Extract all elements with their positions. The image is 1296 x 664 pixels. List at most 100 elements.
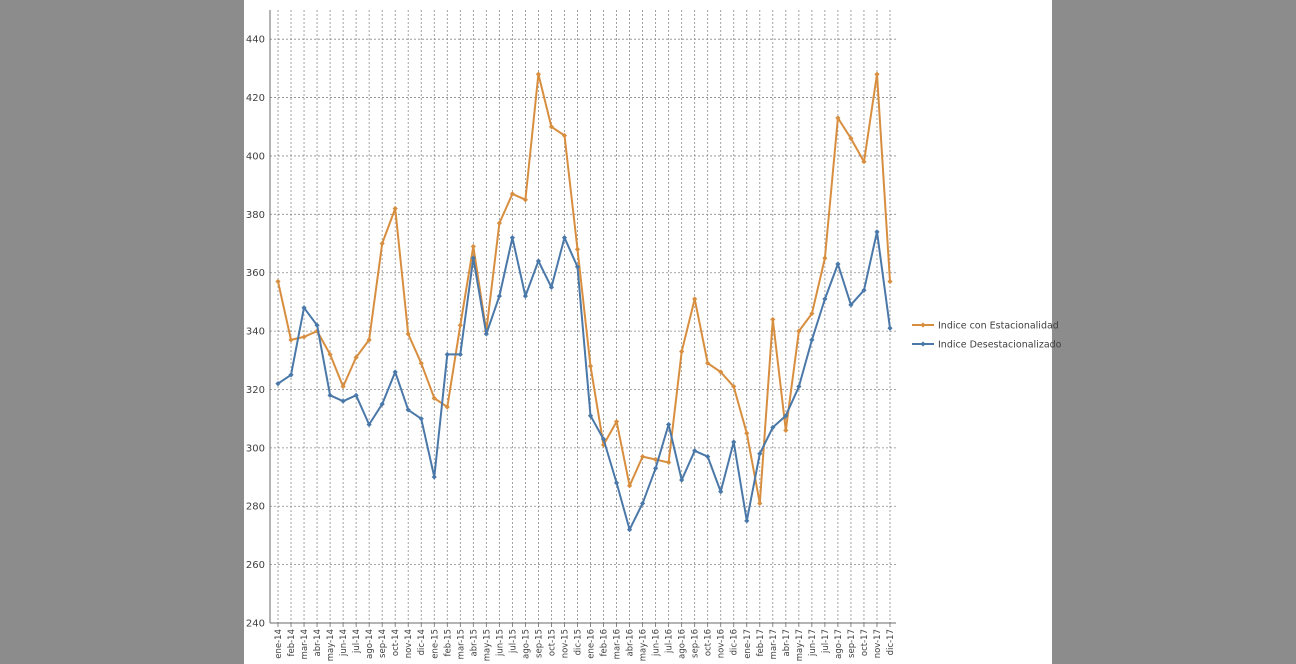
series-1-point <box>496 220 502 226</box>
series-1-point <box>731 383 737 390</box>
series-1-point <box>327 351 333 358</box>
x-tick-label: ene-16 <box>587 629 597 659</box>
series-1-point <box>288 337 294 343</box>
y-tick-label: 320 <box>246 385 265 396</box>
series-1-point <box>301 334 307 340</box>
series-1-point <box>340 383 346 390</box>
series-1-point <box>848 135 854 142</box>
y-tick-label: 300 <box>246 443 265 454</box>
x-tick-label: sep-17 <box>847 629 857 658</box>
series-2-point <box>379 401 385 407</box>
series-2-point <box>522 293 529 299</box>
x-tick-label: mar-14 <box>300 629 310 659</box>
series-1-point <box>418 360 424 366</box>
series-1-point <box>275 278 281 285</box>
x-tick-label: feb-16 <box>600 629 610 657</box>
series-2-point <box>679 477 685 483</box>
y-tick-label: 280 <box>246 502 265 513</box>
series-2-point <box>835 261 841 267</box>
series-1-point <box>314 328 320 334</box>
x-tick-label: jul-14 <box>352 629 362 654</box>
series-2-point <box>340 398 346 404</box>
series-2-point <box>275 381 281 387</box>
series-1-point <box>770 316 776 323</box>
y-tick-label: 420 <box>246 93 265 104</box>
series-2-point <box>431 474 437 480</box>
series-1-point <box>522 197 529 203</box>
x-tick-label: mar-16 <box>613 629 623 659</box>
x-tick-label: may-16 <box>639 629 649 661</box>
x-tick-label: oct-14 <box>391 629 401 656</box>
series-1-point <box>457 322 463 328</box>
series-1-point <box>353 354 359 360</box>
chart-panel <box>244 0 1052 664</box>
series-1-point <box>744 430 750 436</box>
x-tick-label: sep-15 <box>534 629 544 658</box>
y-tick-label: 380 <box>246 210 265 221</box>
series-2-point <box>718 489 724 495</box>
y-tick-label: 240 <box>246 619 265 630</box>
series-1-point <box>379 240 385 247</box>
x-tick-label: sep-14 <box>378 629 388 658</box>
series-2-point <box>418 416 424 422</box>
x-tick-label: mar-17 <box>769 629 779 659</box>
x-tick-label: feb-15 <box>443 629 453 657</box>
x-tick-label: abr-17 <box>782 629 792 656</box>
x-tick-label: jun-16 <box>652 629 662 657</box>
series-1-point <box>835 115 841 121</box>
series-2-point <box>470 255 476 261</box>
x-tick-label: may-17 <box>795 629 805 661</box>
series-2-point <box>444 351 450 358</box>
series-1-point <box>718 369 724 375</box>
x-tick-label: dic-16 <box>730 629 740 655</box>
series-2-point <box>809 337 815 343</box>
x-tick-label: feb-14 <box>287 629 297 657</box>
legend-label: Indice con Estacionalidad <box>938 321 1059 332</box>
x-tick-label: nov-15 <box>560 629 570 658</box>
series-1-point <box>509 191 515 197</box>
series-1-point <box>809 310 815 317</box>
x-tick-label: jun-14 <box>339 629 349 657</box>
series-1-point <box>535 71 542 77</box>
series-1-point <box>887 278 893 285</box>
x-tick-label: may-15 <box>482 629 492 661</box>
legend-swatch-marker <box>920 322 926 328</box>
x-tick-label: jul-16 <box>665 629 675 654</box>
axes <box>269 10 896 627</box>
series-2-point <box>483 331 489 337</box>
y-tick-label: 440 <box>246 35 265 46</box>
series-1-point <box>757 500 763 506</box>
x-tick-label: ene-15 <box>430 629 440 659</box>
series-2-point <box>796 383 802 390</box>
series-1-point <box>574 246 581 252</box>
x-tick-label: oct-15 <box>547 629 557 656</box>
grid <box>270 10 896 624</box>
series-1-point <box>874 71 880 77</box>
x-tick-label: ago-16 <box>678 629 688 659</box>
series-1-point <box>366 337 372 343</box>
x-tick-label: nov-17 <box>873 629 883 658</box>
series-2-point <box>731 439 737 445</box>
x-tick-label: ago-17 <box>834 629 844 659</box>
y-axis-ticks: 240 260 280 300 320 340 360 380 400 420 440 <box>246 35 265 630</box>
x-tick-label: dic-15 <box>573 629 583 655</box>
x-tick-label: nov-14 <box>404 629 414 658</box>
legend-label: Indice Desestacionalizado <box>938 340 1062 351</box>
series-2-point <box>301 305 307 311</box>
series-1-point <box>431 395 437 401</box>
series-1-point <box>470 243 476 250</box>
series-2-point <box>366 421 372 428</box>
left-backdrop <box>0 0 244 664</box>
x-tick-label: abr-16 <box>626 629 636 656</box>
series-1-point <box>705 360 711 366</box>
series-2-point <box>783 413 789 419</box>
series-2-point <box>744 518 750 524</box>
series-2-point <box>392 369 398 375</box>
x-tick-label: jul-17 <box>821 629 831 654</box>
series-1-point <box>796 328 802 334</box>
series-1-point <box>822 255 828 261</box>
x-tick-label: jul-15 <box>508 629 518 654</box>
x-tick-label: dic-17 <box>886 629 896 655</box>
series-1-point <box>405 331 411 337</box>
series-2-point <box>874 229 880 235</box>
